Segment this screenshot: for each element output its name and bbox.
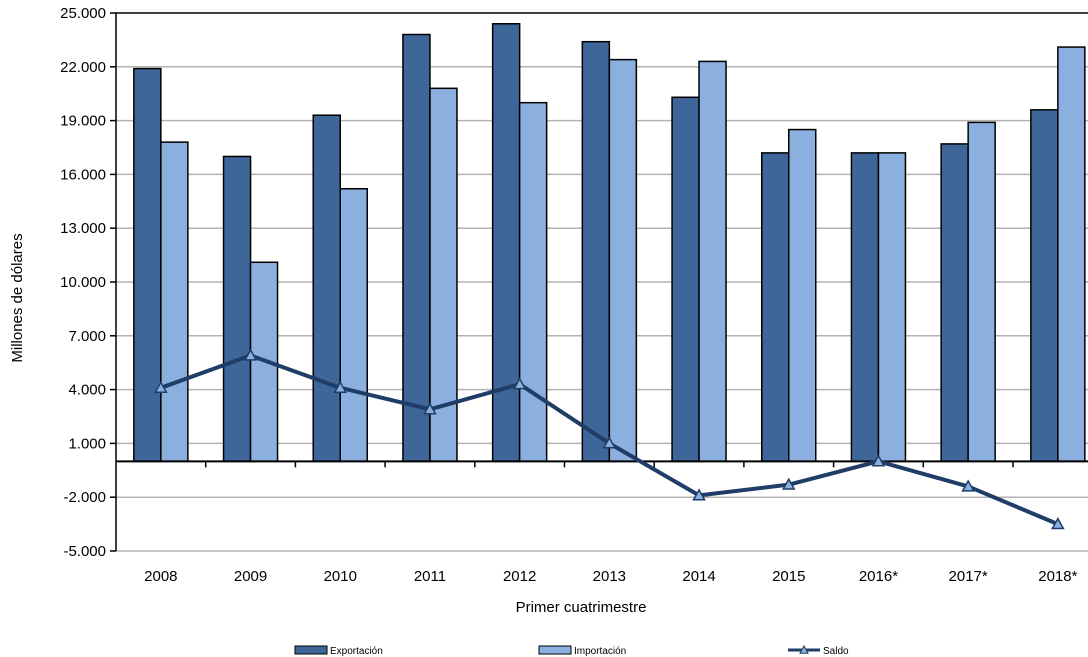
legend-label-importación: Importación: [574, 646, 626, 657]
x-tick-label-2017*: 2017*: [949, 568, 988, 585]
y-tick-label: 25.000: [60, 5, 106, 22]
bar-importación-2012: [518, 101, 548, 463]
x-tick-label-2014: 2014: [682, 568, 715, 585]
y-axis-title: Millones de dólares: [9, 233, 26, 362]
y-tick-label: 7.000: [68, 328, 106, 345]
legend-swatch-importación: [538, 645, 572, 655]
saldo-line-layer: [154, 348, 1065, 530]
x-tick-label-2018*: 2018*: [1038, 568, 1077, 585]
legend-label-saldo: Saldo: [823, 646, 849, 657]
y-tick-label: 4.000: [68, 382, 106, 399]
bar-importación-2014: [698, 60, 727, 463]
bar-exportación-2012: [491, 23, 521, 463]
y-tick-label: 10.000: [60, 274, 106, 291]
bar-importación-2017*: [967, 121, 996, 463]
legend-label-exportación: Exportación: [330, 646, 383, 657]
bar-importación-2015: [788, 128, 817, 463]
x-tick-label-2011: 2011: [414, 568, 446, 585]
x-tick-label-2012: 2012: [503, 568, 536, 585]
bar-importación-2008: [160, 141, 189, 463]
x-tick-label-2008: 2008: [144, 568, 177, 585]
legend-marker-saldo: [799, 644, 809, 654]
saldo-marker-2018*: [1051, 517, 1065, 530]
bar-exportación-2017*: [940, 143, 969, 463]
bar-exportación-2009: [222, 155, 252, 463]
tick-labels: 25.000 22.000 19.000 16.000 13.000 10.000 7.00…: [60, 5, 1078, 585]
x-axis-title: Primer cuatrimestre: [516, 599, 647, 616]
saldo-marker-2017*: [961, 479, 975, 492]
x-tick-label-2015: 2015: [772, 568, 805, 585]
bar-importación-2016*: [877, 152, 907, 463]
bar-importación-2013: [608, 58, 638, 463]
x-tick-label-2013: 2013: [593, 568, 626, 585]
y-tick-label: -2.000: [63, 489, 106, 506]
bar-importación-2018*: [1057, 46, 1086, 463]
saldo-marker-2009: [243, 348, 258, 361]
bar-exportación-2015: [761, 152, 790, 463]
x-tick-label-2010: 2010: [324, 568, 357, 585]
saldo-marker-2016*: [871, 454, 886, 467]
saldo-marker-2012: [512, 377, 527, 390]
y-tick-label: 13.000: [60, 220, 106, 237]
bar-importación-2011: [429, 87, 458, 463]
x-tick-label-2009: 2009: [234, 568, 267, 585]
bar-exportación-2011: [402, 33, 431, 463]
y-tick-label: 1.000: [68, 435, 106, 452]
legend: Exportación Importación Saldo: [294, 644, 849, 657]
y-tick-label: -5.000: [63, 543, 106, 560]
bar-exportación-2010: [312, 114, 341, 463]
bars: [133, 23, 1086, 463]
saldo-marker-2014: [692, 488, 706, 501]
saldo-marker-2011: [423, 402, 437, 415]
bar-exportación-2014: [671, 96, 700, 463]
saldo-marker-2008: [154, 380, 168, 393]
legend-swatch-exportación: [294, 645, 328, 655]
bar-exportación-2008: [133, 67, 162, 463]
y-tick-label: 22.000: [60, 59, 106, 76]
bar-importación-2010: [339, 187, 368, 463]
bar-exportación-2013: [581, 40, 611, 463]
bar-exportación-2016*: [850, 152, 880, 463]
y-tick-label: 16.000: [60, 166, 106, 183]
bar-exportación-2018*: [1030, 109, 1059, 463]
saldo-marker-2010: [333, 380, 348, 393]
saldo-marker-2013: [602, 436, 617, 449]
axes: [110, 12, 1088, 552]
y-tick-label: 19.000: [60, 113, 106, 130]
saldo-marker-2015: [781, 477, 796, 490]
x-tick-label-2016*: 2016*: [859, 568, 898, 585]
